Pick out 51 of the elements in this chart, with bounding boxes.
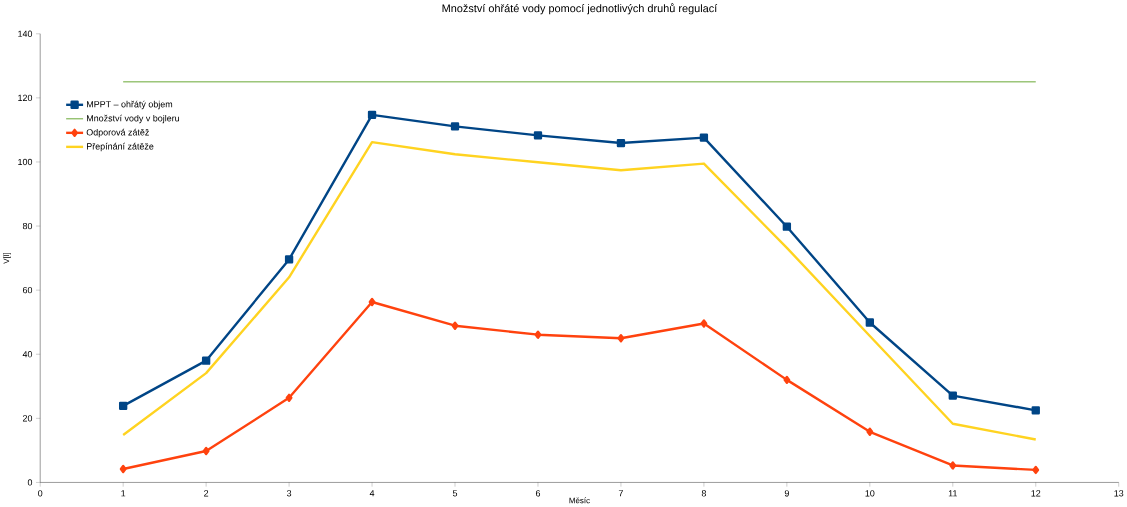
x-tick-label: 10 [865,490,875,497]
point [450,122,460,131]
point [949,461,957,470]
point [616,139,626,148]
point [118,401,128,411]
point [201,356,211,366]
point [284,255,294,264]
point [285,393,293,403]
x-tick-label: 5 [452,490,458,497]
y-tick-label: 20 [22,415,33,422]
chart-title: Množství ohřáté vody pomocí jednotlivých druhů regulací [442,3,718,15]
point [1031,406,1040,415]
point [1032,465,1040,475]
x-tick-label: 2 [204,490,209,497]
point [367,110,377,120]
point [533,131,543,140]
point [783,375,791,385]
point [451,321,459,331]
point [700,319,708,328]
point [948,391,957,400]
x-tick-label: 3 [286,490,292,497]
legend-label: Množství vody v bojleru [87,114,180,124]
y-tick-label: 0 [27,479,33,486]
legend-label: Přepínání zátěže [87,143,154,152]
x-tick-label: 11 [948,490,957,497]
point [699,133,709,142]
point [534,330,542,340]
point [368,298,376,307]
y-tick-label: 60 [22,287,33,294]
legend-label: MPPT – ohřátý objem [87,100,173,110]
x-tick-label: 12 [1031,490,1041,497]
point [617,334,625,343]
x-tick-label: 1 [121,490,126,497]
y-tick-label: 40 [22,351,33,358]
x-tick-label: 8 [701,490,706,497]
legend-label: Odporová zátěž [86,129,149,138]
x-tick-label: 6 [535,490,541,497]
x-tick-label: 0 [38,490,43,497]
y-tick-label: 120 [18,94,33,102]
point [202,447,210,456]
x-tick-label: 13 [1114,490,1124,497]
point [865,318,874,327]
point [782,222,792,232]
y-tick-label: 80 [22,223,33,230]
point [866,427,874,437]
x-tick-label: 4 [369,490,375,497]
x-tick-label: 9 [784,490,789,497]
y-tick-label: 100 [18,158,33,166]
x-tick-label: 7 [618,490,623,497]
point [119,465,127,474]
y-tick-label: 140 [18,30,33,38]
